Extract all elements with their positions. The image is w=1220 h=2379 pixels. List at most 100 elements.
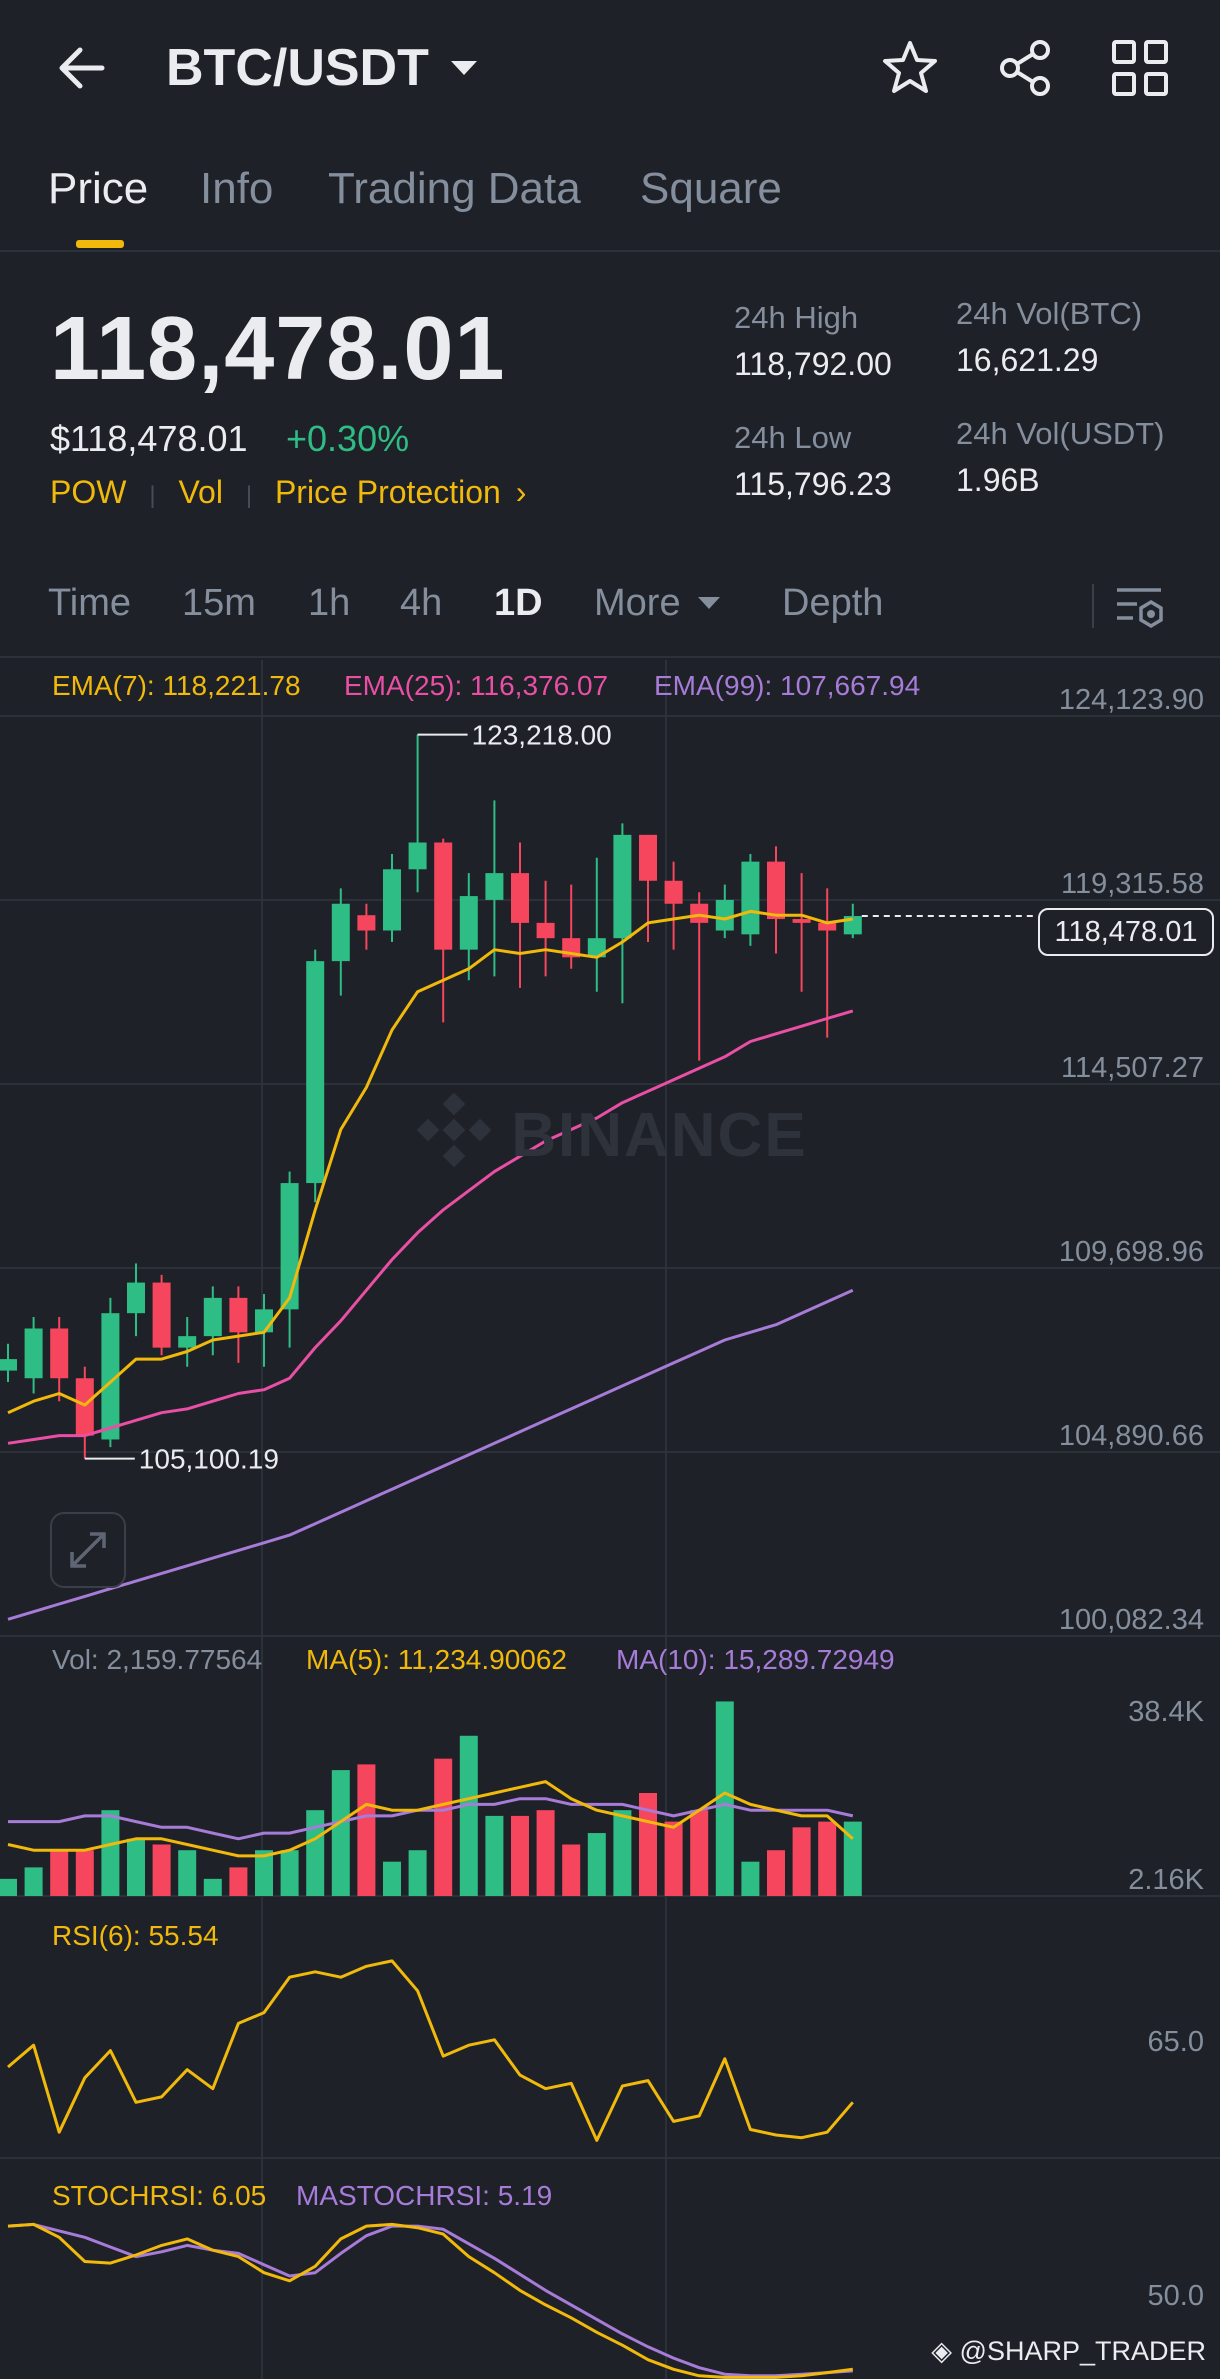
candle-body xyxy=(24,1328,43,1379)
high-label: 24h High xyxy=(734,300,859,335)
high-marker-label: 123,218.00 xyxy=(472,720,612,751)
low-value: 115,796.23 xyxy=(734,466,892,502)
candle-body xyxy=(331,903,350,962)
candle-body xyxy=(306,961,325,1184)
current-price-tag: 118,478.01 xyxy=(1038,908,1214,956)
candle-body xyxy=(741,861,760,935)
binance-logo-icon xyxy=(416,1092,492,1168)
stoch-axis-label: 50.0 xyxy=(1147,2280,1204,2312)
volume-bar xyxy=(843,1821,862,1896)
tf-1d[interactable]: 1D xyxy=(494,582,543,624)
mastochrsi-line xyxy=(7,2222,853,2378)
tab-info[interactable]: Info xyxy=(200,164,274,213)
candle-body xyxy=(280,1183,299,1310)
candle-body xyxy=(203,1297,222,1337)
ema7-line xyxy=(7,909,854,1415)
volume-bar xyxy=(741,1861,760,1896)
main-tabs: Price Info Trading Data Square xyxy=(0,140,1220,252)
volume-bar xyxy=(792,1827,811,1896)
volume-bar xyxy=(536,1810,555,1896)
mastochrsi-legend: MASTOCHRSI: 5.19 xyxy=(296,2180,553,2211)
price-axis-label: 104,890.66 xyxy=(1058,1420,1204,1452)
candle-body xyxy=(434,842,453,950)
candle-body xyxy=(485,873,504,900)
volume-bar xyxy=(306,1810,325,1896)
tf-time[interactable]: Time xyxy=(48,582,132,624)
price-axis-label: 109,698.96 xyxy=(1058,1236,1204,1268)
vol-usdt-label: 24h Vol(USDT) xyxy=(956,416,1165,451)
grid-menu-icon[interactable] xyxy=(1110,38,1170,98)
top-bar: BTC/USDT xyxy=(0,0,1220,140)
tag-row: POW | Vol | Price Protection › xyxy=(50,474,527,510)
volume-bar xyxy=(178,1850,197,1896)
tf-1h[interactable]: 1h xyxy=(308,582,351,624)
volume-bar xyxy=(0,1878,17,1896)
tf-depth[interactable]: Depth xyxy=(782,582,884,624)
stochrsi-legend: STOCHRSI: 6.05 xyxy=(52,2180,267,2211)
volume-bar xyxy=(715,1701,734,1896)
candle-body xyxy=(690,903,709,923)
volume-bar xyxy=(434,1758,453,1896)
tab-price[interactable]: Price xyxy=(48,164,149,213)
low-marker-label: 105,100.19 xyxy=(139,1444,279,1475)
expand-icon xyxy=(70,1532,106,1568)
binance-small-icon: ◈ xyxy=(931,2336,953,2366)
tf-more[interactable]: More xyxy=(594,582,721,625)
volume-bar xyxy=(255,1850,273,1896)
ema99-line xyxy=(7,1288,854,1621)
candle-body xyxy=(715,899,734,931)
candle-body xyxy=(0,1359,17,1371)
chart-top-border xyxy=(0,656,1220,658)
rsi-legend: RSI(6): 55.54 xyxy=(52,1920,219,1951)
tf-4h[interactable]: 4h xyxy=(400,582,443,624)
tag-pow[interactable]: POW xyxy=(50,474,127,510)
tab-square[interactable]: Square xyxy=(640,164,782,213)
high-value: 118,792.00 xyxy=(734,346,892,382)
volume-bar xyxy=(203,1878,222,1896)
ma5-legend: MA(5): 11,234.90062 xyxy=(306,1644,567,1675)
volume-bar xyxy=(383,1861,401,1896)
star-icon[interactable] xyxy=(880,38,940,98)
candle-body xyxy=(818,922,837,931)
binance-watermark: BINANCE xyxy=(416,1080,808,1171)
candle-body xyxy=(536,922,555,939)
volume-bar xyxy=(408,1850,427,1896)
tf-15m[interactable]: 15m xyxy=(182,582,256,624)
tab-trading-data[interactable]: Trading Data xyxy=(328,164,581,213)
price-change: +0.30% xyxy=(286,418,410,459)
ema7-legend: EMA(7): 118,221.78 xyxy=(52,670,301,701)
candle-body xyxy=(459,896,478,950)
volume-bar xyxy=(511,1815,529,1896)
pair-selector[interactable]: BTC/USDT xyxy=(166,38,478,98)
candle-body xyxy=(511,873,529,923)
volume-bar xyxy=(562,1844,581,1896)
candle-body xyxy=(229,1297,248,1333)
volume-bar xyxy=(818,1821,837,1896)
volume-bar xyxy=(613,1810,632,1896)
chart-settings-icon[interactable] xyxy=(1115,582,1165,632)
back-arrow-icon[interactable] xyxy=(52,38,112,98)
share-icon[interactable] xyxy=(995,38,1055,98)
credit: ◈ @SHARP_TRADER xyxy=(931,2336,1206,2367)
chevron-right-icon: › xyxy=(515,474,527,510)
tag-vol[interactable]: Vol xyxy=(178,474,223,510)
volume-ma5-line xyxy=(7,1780,854,1858)
volume-bar xyxy=(229,1867,248,1896)
candle-body xyxy=(101,1313,120,1440)
divider xyxy=(1092,584,1094,628)
pair-title: BTC/USDT xyxy=(166,39,429,97)
volume-axis-label: 2.16K xyxy=(1128,1864,1204,1896)
volume-bar xyxy=(459,1735,478,1896)
volume-bar xyxy=(357,1764,376,1896)
volume-bar xyxy=(690,1810,709,1896)
volume-bar xyxy=(101,1810,120,1896)
volume-bar xyxy=(664,1821,683,1896)
expand-chart-button[interactable] xyxy=(50,1512,126,1588)
volume-bar xyxy=(75,1850,94,1896)
tag-price-protection[interactable]: Price Protection xyxy=(274,474,501,510)
vol-legend: Vol: 2,159.77564 xyxy=(52,1644,263,1675)
candle-body xyxy=(664,880,683,904)
candle-body xyxy=(587,938,606,958)
ema25-legend: EMA(25): 116,376.07 xyxy=(344,670,609,701)
